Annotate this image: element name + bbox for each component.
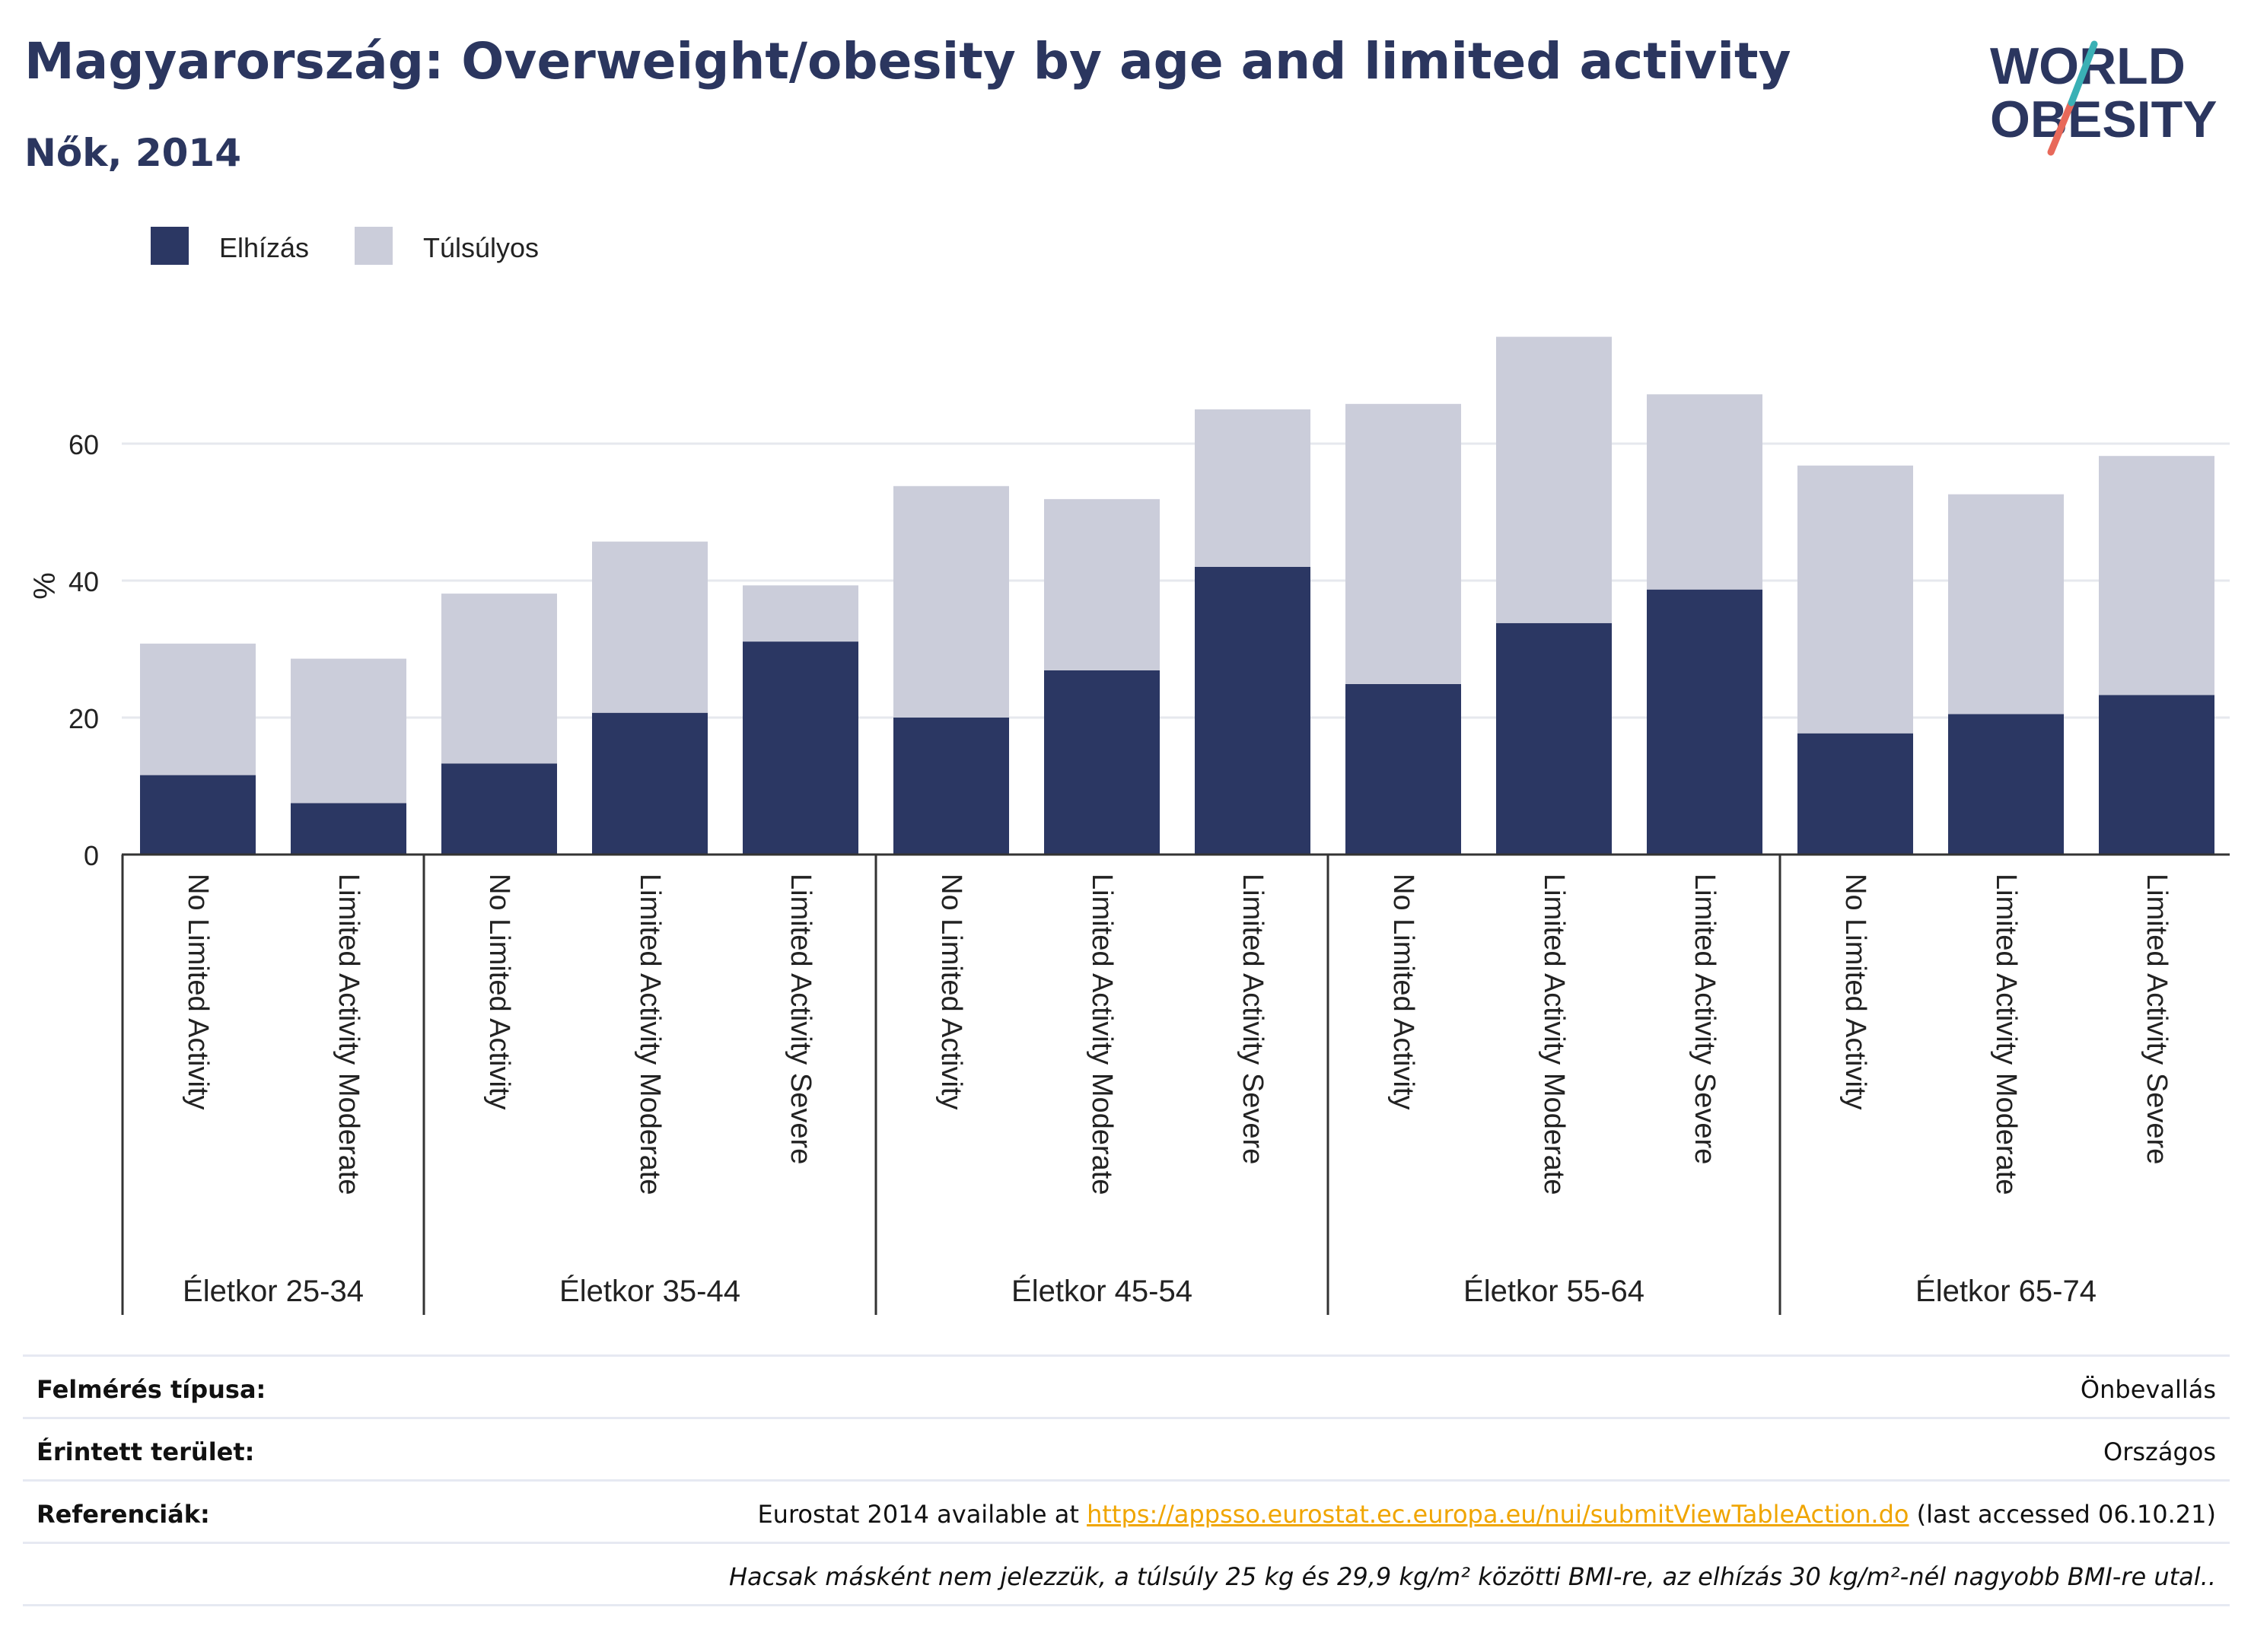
bar-overweight	[441, 594, 557, 764]
x-tick-label: No Limited Activity	[182, 874, 214, 1109]
table-row: Hacsak másként nem jelezzük, a túlsúly 2…	[23, 1542, 2230, 1606]
references-label: Referenciák:	[37, 1500, 210, 1529]
bar-obese	[1195, 567, 1310, 855]
table-row: Referenciák: Eurostat 2014 available at …	[23, 1479, 2230, 1544]
bar-overweight	[743, 585, 858, 642]
x-tick-label: Limited Activity Severe	[2141, 874, 2173, 1164]
bar-overweight	[1797, 465, 1913, 734]
x-tick-label: No Limited Activity	[1839, 874, 1871, 1109]
chart-subtitle: Nők, 2014	[24, 131, 242, 175]
bar-chart: Elhízás Túlsúlyos 0 20 40 60% No Limited Activ…	[28, 227, 2230, 1315]
y-tick-label: 0	[84, 840, 99, 871]
coverage-value: Országos	[2103, 1437, 2216, 1466]
legend-swatch-obese	[151, 227, 189, 265]
x-tick-label: Limited Activity Moderate	[1538, 874, 1570, 1195]
legend-swatch-overweight	[355, 227, 393, 265]
x-tick-label: Limited Activity Severe	[1237, 874, 1269, 1164]
bar-overweight	[1195, 409, 1310, 567]
bar-obese	[1948, 714, 2064, 855]
age-group-label: Életkor 45-54	[1011, 1274, 1192, 1308]
x-tick-label: Limited Activity Moderate	[1990, 874, 2022, 1195]
y-axis-label: %	[28, 572, 62, 600]
x-tick-label: Limited Activity Severe	[1689, 874, 1721, 1164]
bar-overweight	[1345, 403, 1461, 684]
bar-overweight	[592, 541, 708, 713]
age-group-label: Életkor 35-44	[559, 1274, 740, 1308]
table-row: Érintett terület: Országos	[23, 1417, 2230, 1482]
legend-label: Elhízás	[219, 232, 309, 263]
bar-overweight	[2099, 456, 2214, 695]
age-group-label: Életkor 55-64	[1463, 1274, 1644, 1308]
bar-overweight	[893, 485, 1009, 718]
x-tick-label: Limited Activity Severe	[785, 874, 817, 1164]
y-tick-label: 20	[68, 703, 99, 734]
chart-title: Magyarország: Overweight/obesity by age …	[24, 32, 1791, 91]
bar-obese	[743, 641, 858, 855]
y-tick-label: 40	[68, 566, 99, 597]
age-group-label: Életkor 25-34	[183, 1274, 364, 1308]
bar-obese	[1496, 622, 1612, 855]
bar-obese	[140, 775, 256, 855]
bar-obese	[893, 718, 1009, 855]
x-tick-label: Limited Activity Moderate	[333, 874, 365, 1195]
definition-note: Hacsak másként nem jelezzük, a túlsúly 2…	[728, 1562, 2216, 1591]
reference-suffix: (last accessed 06.10.21)	[1909, 1500, 2216, 1529]
x-tick-label: No Limited Activity	[935, 874, 967, 1109]
legend-label: Túlsúlyos	[423, 232, 539, 263]
reference-prefix: Eurostat 2014 available at	[757, 1500, 1087, 1529]
bar-obese	[592, 712, 708, 855]
references-value: Eurostat 2014 available at https://appss…	[757, 1500, 2216, 1529]
bar-obese	[1345, 683, 1461, 855]
x-tick-label: Limited Activity Moderate	[1086, 874, 1118, 1195]
bar-overweight	[1948, 494, 2064, 715]
y-tick-label: 60	[68, 429, 99, 460]
logo-slash-red	[2047, 99, 2075, 156]
reference-link[interactable]: https://appsso.eurostat.ec.europa.eu/nui…	[1087, 1500, 1909, 1529]
logo-line2: OBESITY	[1990, 91, 2218, 148]
survey-type-value: Önbevallás	[2080, 1375, 2216, 1404]
bar-obese	[441, 763, 557, 855]
coverage-label: Érintett terület:	[37, 1437, 255, 1466]
bar-overweight	[1044, 498, 1160, 670]
x-tick-label: No Limited Activity	[483, 874, 515, 1109]
bar-overweight	[1647, 394, 1762, 590]
x-tick-label: No Limited Activity	[1387, 874, 1419, 1109]
bar-overweight	[140, 643, 256, 775]
bar-obese	[1647, 589, 1762, 855]
logo-slash-teal	[2068, 40, 2098, 107]
world-obesity-logo: WORLD OBESITY	[1990, 37, 2218, 156]
bar-obese	[1797, 733, 1913, 855]
age-group-label: Életkor 65-74	[1915, 1274, 2097, 1308]
bar-obese	[291, 803, 406, 855]
bar-obese	[1044, 670, 1160, 855]
table-row: Felmérés típusa: Önbevallás	[23, 1354, 2230, 1419]
table-bottom-divider	[23, 1604, 2230, 1606]
bar-overweight	[291, 658, 406, 804]
survey-type-label: Felmérés típusa:	[37, 1375, 266, 1404]
bar-overweight	[1496, 336, 1612, 623]
bar-obese	[2099, 695, 2214, 855]
x-tick-label: Limited Activity Moderate	[634, 874, 666, 1195]
